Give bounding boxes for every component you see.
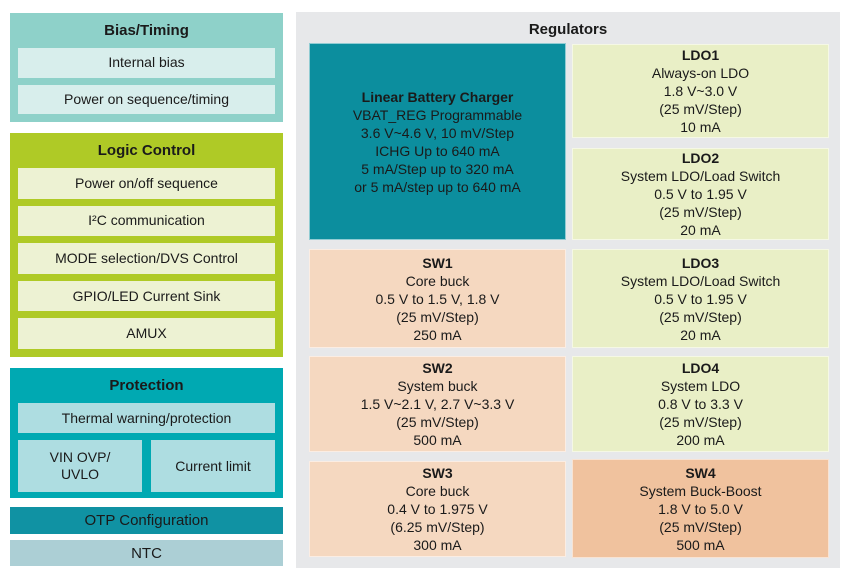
ldo3-line: 20 mA xyxy=(680,326,721,343)
sw1-line: Core buck xyxy=(405,272,470,289)
sw4-line: (25 mV/Step) xyxy=(659,518,742,535)
protection-block: Protection Thermal warning/protection VI… xyxy=(10,368,283,498)
sw2-line: 1.5 V~2.1 V, 2.7 V~3.3 V xyxy=(360,396,515,412)
charger-line: 3.6 V~4.6 V, 10 mV/Step xyxy=(360,124,515,141)
charger-line: ICHG Up to 640 mA xyxy=(375,142,500,159)
power-on-off-sequence-cell: Power on/off sequence xyxy=(18,168,275,199)
protection-title: Protection xyxy=(109,377,184,394)
ldo4-line: System LDO xyxy=(660,378,741,394)
charger-line: 5 mA/Step up to 320 mA xyxy=(361,160,514,177)
ldo2-line: 20 mA xyxy=(680,222,721,238)
sw4-line: System Buck-Boost xyxy=(639,482,762,499)
ldo4-line: (25 mV/Step) xyxy=(659,414,742,430)
amux-cell: AMUX xyxy=(18,318,275,349)
ldo2-box: LDO2 System LDO/Load Switch 0.5 V to 1.9… xyxy=(572,148,829,240)
sw1-line: 0.5 V to 1.5 V, 1.8 V xyxy=(375,290,500,307)
charger-title: Linear Battery Charger xyxy=(361,88,514,105)
ldo4-line: 0.8 V to 3.3 V xyxy=(658,396,743,412)
i2c-communication-cell: I²C communication xyxy=(18,205,275,237)
ldo1-title: LDO1 xyxy=(681,47,720,63)
sw3-line: 0.4 V to 1.975 V xyxy=(387,501,488,517)
ldo2-line: (25 mV/Step) xyxy=(659,204,742,220)
sw2-line: System buck xyxy=(397,378,478,394)
sw3-line: (6.25 mV/Step) xyxy=(390,519,485,535)
ldo1-line: (25 mV/Step) xyxy=(659,101,742,117)
ldo4-title: LDO4 xyxy=(681,360,720,376)
ntc-bar: NTC xyxy=(10,540,283,566)
sw4-title: SW4 xyxy=(685,464,716,481)
logic-control-block: Logic Control Power on/off sequence I²C … xyxy=(10,133,283,357)
sw3-line: Core buck xyxy=(405,483,470,499)
sw1-title: SW1 xyxy=(422,254,453,271)
ldo3-line: 0.5 V to 1.95 V xyxy=(654,290,747,307)
regulators-panel: Regulators Linear Battery Charger VBAT_R… xyxy=(296,12,840,568)
ldo1-box: LDO1 Always-on LDO 1.8 V~3.0 V (25 mV/St… xyxy=(572,44,829,138)
sw4-line: 1.8 V to 5.0 V xyxy=(658,500,743,517)
regulators-title: Regulators xyxy=(528,21,608,38)
ldo2-line: System LDO/Load Switch xyxy=(620,168,781,184)
ldo1-line: 1.8 V~3.0 V xyxy=(663,83,738,99)
sw1-line: (25 mV/Step) xyxy=(396,308,479,325)
protection-bottom-row: VIN OVP/ UVLO Current limit xyxy=(18,440,275,492)
sw2-line: (25 mV/Step) xyxy=(396,414,479,430)
otp-configuration-bar: OTP Configuration xyxy=(10,507,283,534)
current-limit-cell: Current limit xyxy=(151,440,275,492)
ldo3-line: System LDO/Load Switch xyxy=(620,272,781,289)
ldo3-box: LDO3 System LDO/Load Switch 0.5 V to 1.9… xyxy=(572,249,829,348)
bias-timing-title: Bias/Timing xyxy=(104,22,189,39)
sw1-line: 250 mA xyxy=(413,326,462,343)
charger-line: VBAT_REG Programmable xyxy=(352,106,523,123)
gpio-led-current-sink-cell: GPIO/LED Current Sink xyxy=(18,280,275,312)
sw3-line: 300 mA xyxy=(413,537,462,553)
thermal-warning-cell: Thermal warning/protection xyxy=(18,403,275,433)
vin-ovp-uvlo-cell: VIN OVP/ UVLO xyxy=(18,440,142,492)
sw2-box: SW2 System buck 1.5 V~2.1 V, 2.7 V~3.3 V… xyxy=(309,356,566,452)
internal-bias-cell: Internal bias xyxy=(18,48,275,78)
sw4-box: SW4 System Buck-Boost 1.8 V to 5.0 V (25… xyxy=(572,459,829,558)
ldo4-box: LDO4 System LDO 0.8 V to 3.3 V (25 mV/St… xyxy=(572,356,829,452)
sw3-box: SW3 Core buck 0.4 V to 1.975 V (6.25 mV/… xyxy=(309,461,566,557)
sw2-title: SW2 xyxy=(422,360,453,376)
sw4-line: 500 mA xyxy=(676,536,725,553)
sw3-title: SW3 xyxy=(422,465,453,481)
sw2-line: 500 mA xyxy=(413,432,462,448)
ldo1-line: 10 mA xyxy=(680,119,721,135)
ldo1-line: Always-on LDO xyxy=(651,65,750,81)
charger-line: or 5 mA/step up to 640 mA xyxy=(354,178,521,195)
bias-timing-block: Bias/Timing Internal bias Power on seque… xyxy=(10,13,283,122)
logic-control-title: Logic Control xyxy=(97,142,196,159)
ldo2-line: 0.5 V to 1.95 V xyxy=(654,186,747,202)
ldo4-line: 200 mA xyxy=(676,432,725,448)
power-on-sequence-timing-cell: Power on sequence/timing xyxy=(18,84,275,114)
ldo2-title: LDO2 xyxy=(681,150,720,166)
mode-selection-dvs-cell: MODE selection/DVS Control xyxy=(18,243,275,274)
linear-battery-charger-box: Linear Battery Charger VBAT_REG Programm… xyxy=(309,43,566,240)
sw1-box: SW1 Core buck 0.5 V to 1.5 V, 1.8 V (25 … xyxy=(309,249,566,348)
ldo3-title: LDO3 xyxy=(681,254,720,271)
ldo3-line: (25 mV/Step) xyxy=(659,308,742,325)
